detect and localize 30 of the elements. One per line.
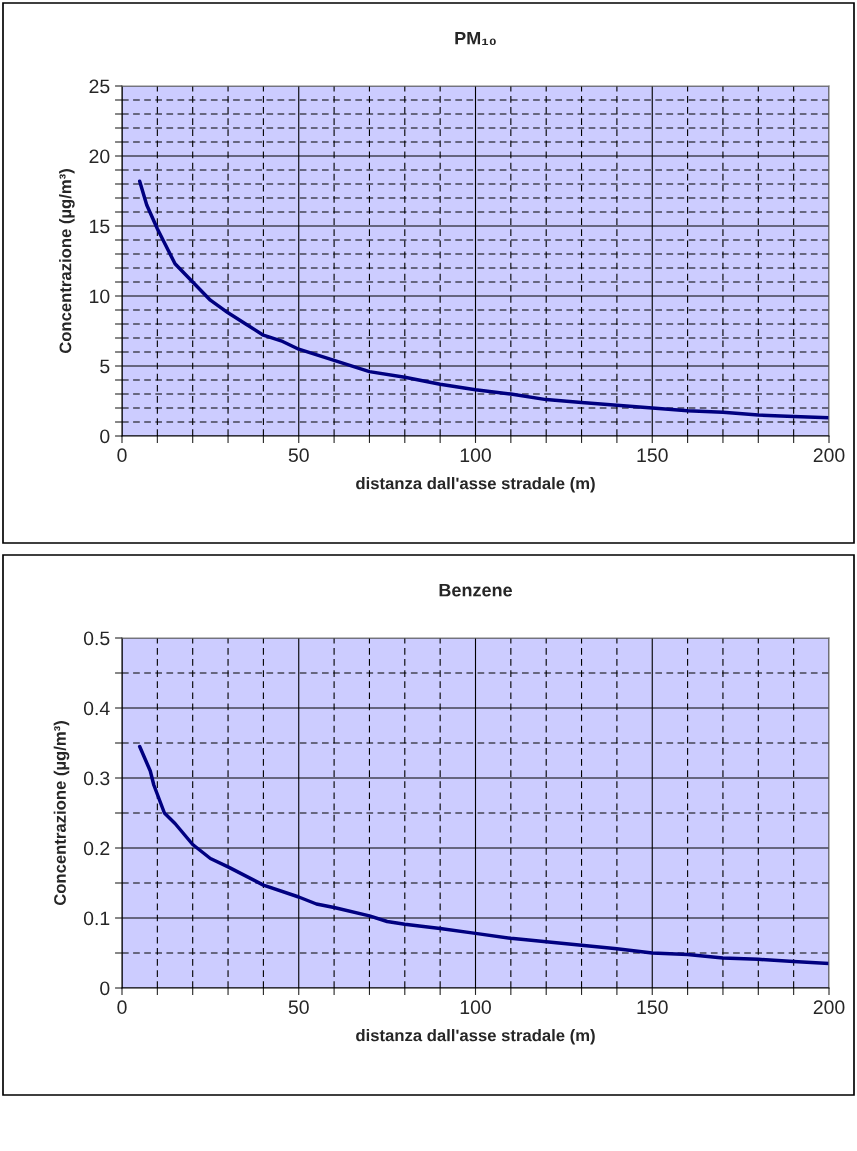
- x-tick-label: 50: [288, 448, 309, 463]
- y-tick-label: 0.1: [83, 911, 110, 926]
- y-tick-label: 0.3: [83, 771, 110, 786]
- y-tick-label: 0: [100, 981, 110, 996]
- x-tick-label: 50: [288, 1000, 309, 1015]
- line-series: [137, 744, 829, 966]
- y-tick-label: 0.2: [83, 841, 110, 856]
- x-tick-label: 0: [117, 448, 127, 463]
- y-tick-label: 20: [89, 149, 110, 164]
- line-series: [137, 179, 829, 420]
- x-tick-label: 100: [460, 1000, 491, 1015]
- y-tick-label: 25: [89, 79, 110, 94]
- x-tick-label: 200: [813, 1000, 845, 1015]
- x-tick-label: 200: [813, 448, 845, 463]
- y-tick-label: 0: [100, 429, 110, 444]
- y-tick-label: 10: [90, 289, 110, 304]
- chart-title: PM₁₀: [455, 31, 496, 45]
- x-tick-label: 150: [637, 1000, 668, 1015]
- x-axis-title: distanza dall'asse stradale (m): [356, 477, 595, 493]
- y-tick-label: 15: [90, 219, 110, 234]
- y-tick-label: 0.5: [83, 631, 110, 646]
- x-tick-label: 100: [460, 448, 491, 463]
- x-tick-label: 150: [637, 448, 668, 463]
- y-tick-label: 0.4: [83, 701, 110, 716]
- chart-title: Benzene: [439, 583, 513, 597]
- y-axis-title: Concentrazione (µg/m³): [59, 169, 75, 354]
- y-tick-label: 5: [100, 359, 110, 374]
- y-axis-title: Concentrazione (µg/m³): [53, 721, 70, 906]
- x-axis-title: distanza dall'asse stradale (m): [356, 1029, 595, 1045]
- x-tick-label: 0: [117, 1000, 127, 1015]
